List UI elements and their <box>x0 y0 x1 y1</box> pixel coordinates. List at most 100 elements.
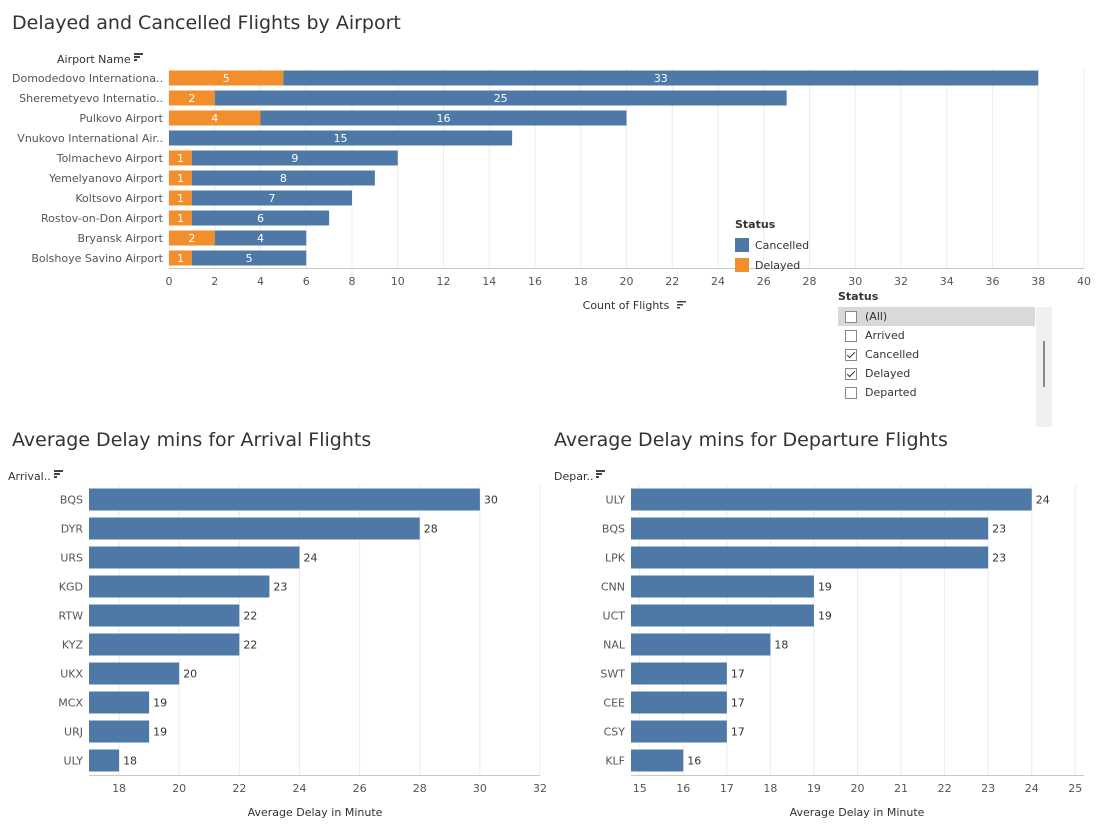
bar <box>631 546 989 569</box>
chart3-plot: 15 16 17 18 19 20 21 22 23 24 25 ULY 24 BQS 23 LPK 23 CNN… <box>600 485 1084 819</box>
x-tick-label: 22 <box>938 782 952 795</box>
x-tick-label: 24 <box>1025 782 1039 795</box>
x-tick-label: 23 <box>981 782 995 795</box>
bar-data-label: 16 <box>687 755 701 768</box>
bar <box>631 633 771 656</box>
checkbox-arrived[interactable] <box>845 329 857 342</box>
x-tick-label: 28 <box>413 782 427 795</box>
chart3-y-header-label: Depar.. <box>554 470 594 483</box>
bar-data-label: 23 <box>273 581 287 594</box>
filter-item-label: Delayed <box>865 367 911 380</box>
bar-data-label: 33 <box>654 72 668 85</box>
sort-icon[interactable] <box>133 53 143 62</box>
sort-icon[interactable] <box>53 470 63 479</box>
bar-data-label: 5 <box>246 252 253 265</box>
x-tick-label: 18 <box>763 782 777 795</box>
y-tick-label: NAL <box>603 639 626 652</box>
filter-item-label: (All) <box>865 310 888 323</box>
x-tick-label: 19 <box>807 782 821 795</box>
sort-icon <box>677 304 683 306</box>
bar-segment-cancelled <box>191 210 330 226</box>
bar <box>631 662 727 685</box>
checkbox-departed[interactable] <box>845 386 857 399</box>
x-tick-label: 12 <box>437 275 451 288</box>
sort-icon[interactable] <box>596 470 606 479</box>
y-tick-label: KLF <box>605 755 625 768</box>
bar-data-label: 2 <box>188 92 195 105</box>
x-tick-label: 14 <box>482 275 496 288</box>
checkbox-cancelled[interactable] <box>845 348 857 361</box>
bar <box>631 749 684 772</box>
bar <box>89 633 240 656</box>
filter-item-arrived[interactable]: Arrived <box>838 326 1035 345</box>
bar-segment-cancelled <box>214 230 307 246</box>
chart1-y-header[interactable]: Airport Name <box>57 53 143 66</box>
bar-segment-delayed <box>169 90 215 106</box>
bar-data-label: 22 <box>243 639 257 652</box>
x-tick-label: 40 <box>1077 275 1091 288</box>
bar-segment-delayed <box>169 250 192 266</box>
filter-item-label: Departed <box>865 386 917 399</box>
bar-data-label: 23 <box>992 523 1006 536</box>
bar-data-label: 1 <box>177 192 184 205</box>
x-tick-label: 10 <box>391 275 405 288</box>
bar-data-label: 23 <box>992 552 1006 565</box>
x-tick-label: 25 <box>1068 782 1082 795</box>
y-tick-label: SWT <box>600 668 625 681</box>
y-tick-label: Yemelyanovo Airport <box>48 172 164 185</box>
bar <box>89 662 180 685</box>
legend-item-delayed[interactable]: Delayed <box>735 255 809 275</box>
bar <box>89 720 150 743</box>
x-tick-label: 30 <box>473 782 487 795</box>
sort-icon <box>677 301 686 303</box>
filter-scroll-thumb[interactable] <box>1043 341 1045 387</box>
bar <box>631 691 727 714</box>
y-tick-label: Bolshoye Savino Airport <box>31 252 163 265</box>
legend-item-cancelled[interactable]: Cancelled <box>735 235 809 255</box>
bar-segment-delayed <box>169 110 261 126</box>
bar-data-label: 1 <box>177 172 184 185</box>
bar-data-label: 24 <box>303 552 317 565</box>
checkbox-all[interactable] <box>845 310 857 323</box>
filter-item-cancelled[interactable]: Cancelled <box>838 345 1035 364</box>
x-axis-title: Average Delay in Minute <box>248 806 383 819</box>
status-legend: Status Cancelled Delayed <box>735 218 809 275</box>
x-tick-label: 28 <box>803 275 817 288</box>
bar-segment-delayed <box>169 190 192 206</box>
checkbox-delayed[interactable] <box>845 367 857 380</box>
y-tick-label: Domodedovo Internationa.. <box>12 72 163 85</box>
legend-swatch-delayed <box>735 258 749 272</box>
bar-data-label: 4 <box>211 112 218 125</box>
y-tick-label: CNN <box>601 581 625 594</box>
filter-item-label: Arrived <box>865 329 905 342</box>
chart3-y-header[interactable]: Depar.. <box>554 470 606 483</box>
chart1-title: Delayed and Cancelled Flights by Airport <box>12 12 401 34</box>
bar-data-label: 19 <box>818 581 832 594</box>
y-tick-label: Rostov-on-Don Airport <box>41 212 164 225</box>
bar-segment-cancelled <box>283 70 1039 86</box>
bar <box>89 749 120 772</box>
bar-segment-delayed <box>169 150 192 166</box>
x-tick-label: 16 <box>676 782 690 795</box>
x-axis-title: Count of Flights <box>583 299 670 312</box>
filter-item-departed[interactable]: Departed <box>838 383 1035 402</box>
bar-data-label: 25 <box>494 92 508 105</box>
bar-data-label: 19 <box>153 697 167 710</box>
legend-label-cancelled: Cancelled <box>755 238 810 252</box>
y-tick-label: DYR <box>61 523 84 536</box>
y-tick-label: UCT <box>603 610 626 623</box>
filter-item-delayed[interactable]: Delayed <box>838 364 1035 383</box>
bar-segment-cancelled <box>191 190 352 206</box>
x-tick-label: 0 <box>166 275 173 288</box>
filter-item-all[interactable]: (All) <box>838 307 1035 326</box>
bar-data-label: 2 <box>188 232 195 245</box>
bar-segment-cancelled <box>260 110 627 126</box>
x-tick-label: 4 <box>257 275 264 288</box>
chart2-title: Average Delay mins for Arrival Flights <box>12 429 372 451</box>
chart2-y-header[interactable]: Arrival.. <box>8 470 63 483</box>
bar-data-label: 8 <box>280 172 287 185</box>
bar-segment-delayed <box>169 70 284 86</box>
y-tick-label: BQS <box>602 523 625 536</box>
y-tick-label: Bryansk Airport <box>77 232 163 245</box>
bar-data-label: 16 <box>437 112 451 125</box>
